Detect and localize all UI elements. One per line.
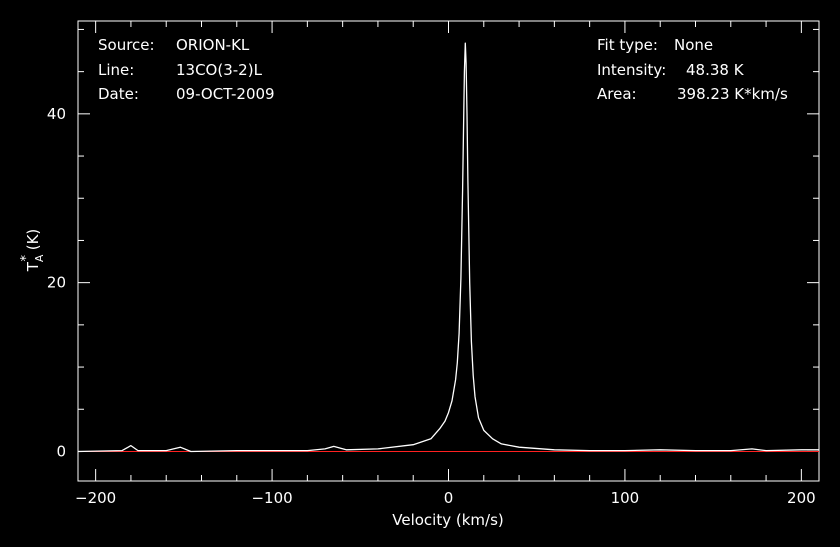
line-value: 13CO(3-2)L	[176, 61, 263, 79]
axis-tick-labels: −200 −100 0 100 200 0 20 40	[47, 105, 816, 507]
fit-type-value: None	[674, 36, 713, 54]
intensity-label: Intensity:	[597, 61, 666, 79]
area-value: 398.23 K*km/s	[677, 85, 788, 103]
y-axis-superscript: *	[19, 255, 34, 262]
source-value: ORION-KL	[176, 36, 250, 54]
spectrum-line	[77, 42, 819, 453]
y-tick-label: 0	[56, 442, 66, 460]
y-tick-label: 40	[47, 105, 66, 123]
x-tick-label: 200	[787, 489, 816, 507]
y-axis-symbol: T	[24, 261, 42, 272]
y-tick-label: 20	[47, 274, 66, 292]
y-axis-unit: (K)	[24, 229, 42, 255]
x-tick-label: −100	[251, 489, 292, 507]
date-label: Date:	[98, 85, 139, 103]
line-label: Line:	[98, 61, 134, 79]
x-tick-label: 0	[444, 489, 454, 507]
area-label: Area:	[597, 85, 637, 103]
x-axis-title: Velocity (km/s)	[392, 511, 503, 529]
source-label: Source:	[98, 36, 155, 54]
axis-ticks	[78, 21, 819, 481]
x-tick-label: −200	[75, 489, 116, 507]
y-axis-subscript: A	[33, 254, 46, 262]
intensity-value: 48.38 K	[686, 61, 745, 79]
fit-type-label: Fit type:	[597, 36, 658, 54]
x-tick-label: 100	[611, 489, 640, 507]
svg-text:TA* (K): TA* (K)	[19, 229, 46, 273]
y-axis-title: TA* (K)	[19, 229, 46, 273]
date-value: 09-OCT-2009	[176, 85, 275, 103]
